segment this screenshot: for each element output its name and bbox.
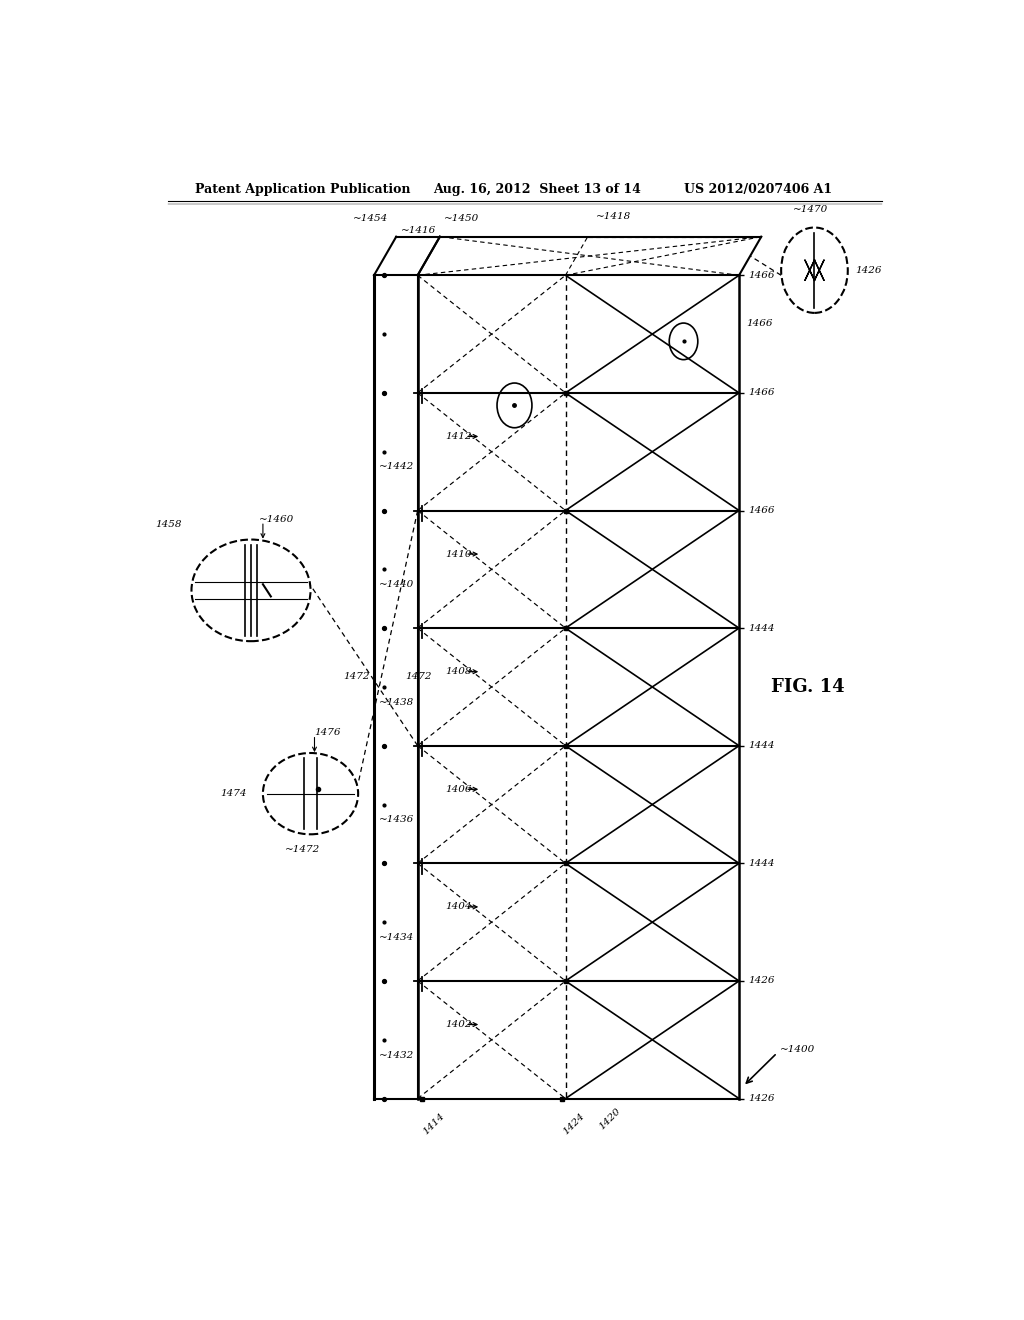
- Text: FIG. 14: FIG. 14: [771, 678, 845, 696]
- Text: 1426: 1426: [856, 265, 883, 275]
- Text: 1402: 1402: [445, 1020, 472, 1030]
- Text: ~1450: ~1450: [443, 214, 479, 223]
- Text: US 2012/0207406 A1: US 2012/0207406 A1: [684, 183, 831, 195]
- Text: 1424: 1424: [561, 1111, 587, 1137]
- Text: 1426: 1426: [749, 1094, 775, 1104]
- Text: ~1472: ~1472: [285, 845, 321, 854]
- Text: ~1470: ~1470: [793, 205, 828, 214]
- Text: 1466: 1466: [749, 271, 775, 280]
- Text: 1472: 1472: [406, 672, 432, 681]
- Text: ~1454: ~1454: [353, 214, 388, 223]
- Text: 1476: 1476: [314, 729, 341, 737]
- Text: 1466: 1466: [746, 318, 773, 327]
- Text: 1466: 1466: [749, 506, 775, 515]
- Text: 1408: 1408: [445, 667, 472, 676]
- Text: ~1438: ~1438: [379, 698, 414, 706]
- Text: 1466: 1466: [749, 388, 775, 397]
- Text: 1410: 1410: [445, 549, 472, 558]
- Text: ~1442: ~1442: [379, 462, 414, 471]
- Text: ~1432: ~1432: [379, 1051, 414, 1060]
- Text: 1406: 1406: [445, 785, 472, 793]
- Text: 1420: 1420: [597, 1106, 623, 1131]
- Text: 1474: 1474: [220, 789, 247, 799]
- Text: ~1400: ~1400: [780, 1045, 815, 1055]
- Text: 1426: 1426: [749, 977, 775, 986]
- Text: 1472: 1472: [343, 672, 370, 681]
- Text: 1444: 1444: [749, 859, 775, 867]
- Text: ~1418: ~1418: [596, 211, 631, 220]
- Text: 1444: 1444: [749, 742, 775, 750]
- Text: Aug. 16, 2012  Sheet 13 of 14: Aug. 16, 2012 Sheet 13 of 14: [433, 183, 641, 195]
- Text: ~1434: ~1434: [379, 933, 414, 942]
- Text: 1458: 1458: [156, 520, 182, 529]
- Text: ~1436: ~1436: [379, 816, 414, 824]
- Text: 1444: 1444: [749, 623, 775, 632]
- Text: ~1440: ~1440: [379, 579, 414, 589]
- Text: Patent Application Publication: Patent Application Publication: [196, 183, 411, 195]
- Text: 1414: 1414: [422, 1111, 446, 1137]
- Text: 1404: 1404: [445, 903, 472, 911]
- Text: ~1416: ~1416: [400, 226, 436, 235]
- Text: ~1460: ~1460: [259, 515, 294, 524]
- Text: 1412: 1412: [445, 432, 472, 441]
